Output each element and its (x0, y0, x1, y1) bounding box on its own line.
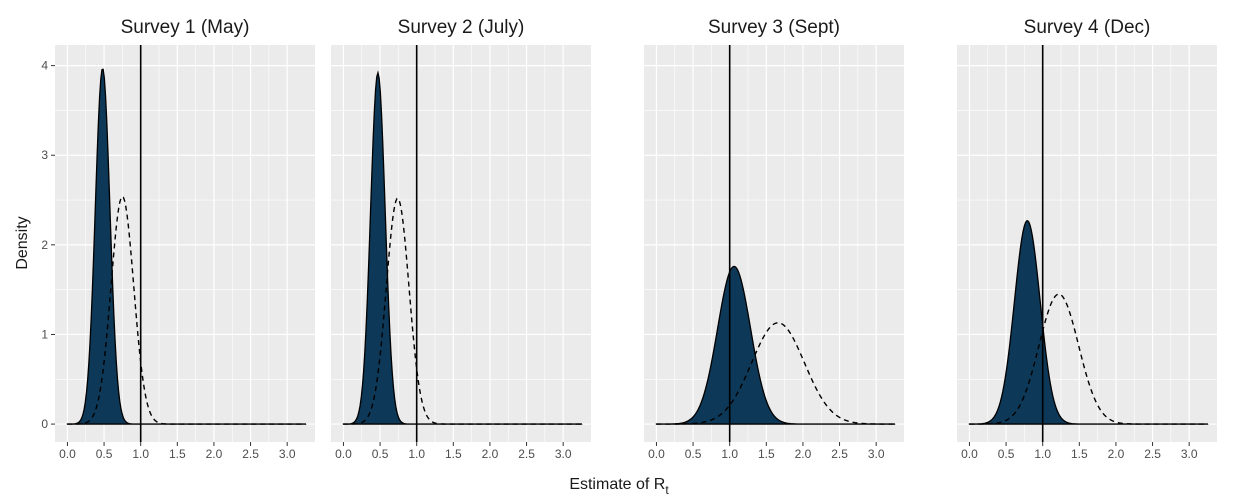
panel-title: Survey 1 (May) (121, 17, 250, 38)
x-tick-label: 2.5 (831, 447, 848, 461)
panel-3: Survey 3 (Sept) 0.0 0.5 1.0 1.5 2.0 2.5 3.0 (644, 17, 904, 461)
x-tick-label: 0.0 (335, 447, 352, 461)
x-tick-label: 2.0 (482, 447, 499, 461)
y-axis-title: Density (14, 216, 31, 269)
panel-title: Survey 3 (Sept) (708, 17, 840, 38)
panel-background (957, 45, 1217, 442)
panel-1: Survey 1 (May) 0.0 0.5 1.0 1.5 2.0 2.5 3.0 0 1 2 3 4 (41, 17, 315, 461)
panel-title: Survey 2 (July) (398, 17, 525, 38)
y-tick-label: 2 (41, 238, 48, 252)
x-tick-label: 1.5 (445, 447, 462, 461)
x-tick-label: 0.0 (961, 447, 978, 461)
x-tick-label: 3.0 (1181, 447, 1198, 461)
y-tick-label: 0 (41, 417, 48, 431)
x-tick-label: 1.0 (408, 447, 425, 461)
x-tick-label: 0.0 (648, 447, 665, 461)
panel-background (644, 45, 904, 442)
x-tick-label: 0.5 (998, 447, 1015, 461)
x-tick-label: 2.0 (795, 447, 812, 461)
x-tick-label: 0.5 (96, 447, 113, 461)
x-tick-label: 1.5 (758, 447, 775, 461)
dashed-density-curve (343, 197, 582, 425)
x-tick-label: 0.5 (372, 447, 389, 461)
x-tick-label: 2.0 (1108, 447, 1125, 461)
x-tick-label: 1.5 (1071, 447, 1088, 461)
x-tick-label: 3.0 (555, 447, 572, 461)
x-axis-title-main: Estimate of R (569, 476, 665, 493)
filled-density-curve (66, 68, 307, 425)
x-tick-label: 3.0 (279, 447, 296, 461)
x-tick-label: 2.0 (206, 447, 223, 461)
x-tick-label: 1.0 (1034, 447, 1051, 461)
y-tick-label: 4 (41, 59, 48, 73)
x-tick-label: 1.5 (169, 447, 186, 461)
panel-4: Survey 4 (Dec) 0.0 0.5 1.0 1.5 2.0 2.5 3.0 (957, 17, 1217, 461)
panel-2: Survey 2 (July) 0.0 0.5 1.0 1.5 2.0 2.5 3.0 (331, 17, 591, 461)
dashed-density-curve (656, 322, 895, 425)
x-tick-label: 2.5 (242, 447, 259, 461)
dashed-density-curve (969, 293, 1208, 425)
x-tick-label: 0.5 (685, 447, 702, 461)
y-tick-label: 1 (41, 327, 48, 341)
x-tick-label: 2.5 (1144, 447, 1161, 461)
panels-group: Survey 1 (May) 0.0 0.5 1.0 1.5 2.0 2.5 3.0 0 1 2 3 4… (41, 17, 1217, 461)
x-axis-title: Estimate of Rt (569, 476, 669, 497)
x-tick-label: 2.5 (518, 447, 535, 461)
panel-title: Survey 4 (Dec) (1024, 17, 1151, 38)
x-tick-label: 0.0 (59, 447, 76, 461)
x-tick-label: 1.0 (132, 447, 149, 461)
filled-density-curve (968, 220, 1209, 425)
x-tick-label: 3.0 (868, 447, 885, 461)
y-tick-label: 3 (41, 148, 48, 162)
filled-density-curve (655, 265, 896, 425)
x-axis-title-subscript: t (665, 483, 669, 497)
x-tick-label: 1.0 (721, 447, 738, 461)
